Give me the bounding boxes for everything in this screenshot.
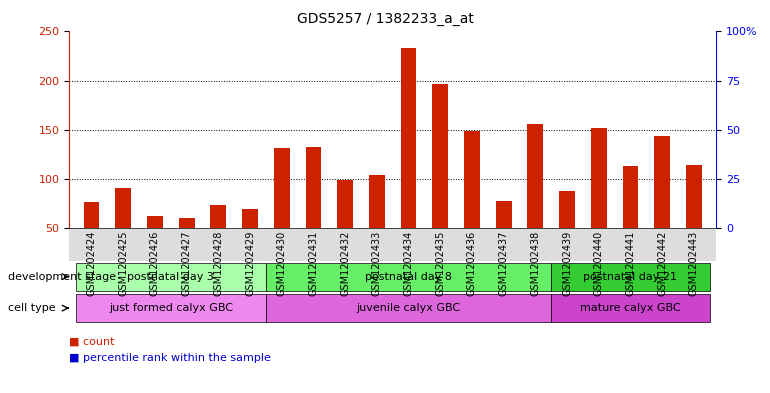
Bar	[84, 202, 99, 277]
Bar	[116, 188, 131, 277]
Point	[434, 60, 447, 66]
Bar	[559, 191, 575, 277]
Bar	[591, 128, 607, 277]
Point	[561, 84, 573, 91]
Bar	[369, 175, 385, 277]
Point	[497, 117, 510, 123]
Point	[339, 79, 351, 85]
Bar	[147, 216, 162, 277]
Text: mature calyx GBC: mature calyx GBC	[580, 303, 681, 313]
Point	[307, 71, 320, 77]
Bar	[623, 166, 638, 277]
Text: juvenile calyx GBC: juvenile calyx GBC	[357, 303, 460, 313]
Bar	[242, 209, 258, 277]
Bar	[464, 130, 480, 277]
Text: GDS5257 / 1382233_a_at: GDS5257 / 1382233_a_at	[296, 12, 474, 26]
Point	[180, 98, 192, 105]
Point	[276, 71, 288, 77]
Bar	[337, 180, 353, 277]
Point	[466, 68, 478, 74]
Point	[117, 85, 129, 92]
Point	[370, 79, 383, 86]
Point	[213, 92, 225, 98]
Point	[149, 98, 161, 105]
Bar	[210, 205, 226, 277]
Bar	[179, 218, 195, 277]
Text: postnatal day 8: postnatal day 8	[365, 272, 452, 282]
Point	[656, 71, 668, 77]
Text: cell type: cell type	[8, 303, 55, 313]
Text: postnatal day 3: postnatal day 3	[127, 272, 214, 282]
Point	[244, 96, 256, 103]
Bar	[654, 136, 670, 277]
Bar	[496, 201, 511, 277]
Point	[624, 75, 637, 82]
Text: ■ percentile rank within the sample: ■ percentile rank within the sample	[69, 353, 271, 363]
Bar	[686, 165, 701, 277]
Bar	[274, 148, 290, 277]
Text: postnatal day 21: postnatal day 21	[584, 272, 678, 282]
Bar	[432, 84, 448, 277]
Bar	[400, 48, 417, 277]
Point	[85, 91, 98, 97]
Point	[529, 68, 541, 74]
Bar	[527, 124, 544, 277]
Point	[593, 68, 605, 74]
Bar	[306, 147, 321, 277]
Text: just formed calyx GBC: just formed calyx GBC	[109, 303, 233, 313]
Point	[403, 50, 415, 56]
Text: ■ count: ■ count	[69, 337, 115, 347]
Point	[688, 81, 700, 87]
Text: development stage: development stage	[8, 272, 115, 282]
